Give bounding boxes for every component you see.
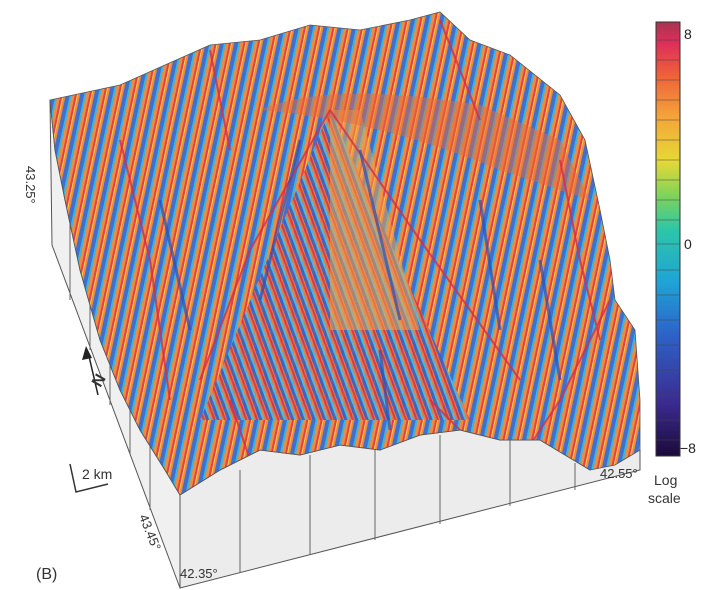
colorbar-tick-mid: 0 <box>684 236 692 252</box>
colorbar-gradient <box>655 21 681 457</box>
lat-label-top: 43.25° <box>23 166 38 204</box>
terrain-surface <box>50 12 640 495</box>
terrain-outline <box>49 11 641 496</box>
colorbar-tick-max: 8 <box>684 26 692 42</box>
colorbar-title-line1: Log <box>654 472 678 488</box>
lon-label-right: 42.55° <box>600 466 638 481</box>
colorbar-title-line2: scale <box>648 490 681 506</box>
colorbar-tick-min: −8 <box>680 440 696 456</box>
lon-label-left: 42.35° <box>180 566 218 581</box>
scale-bar-line <box>69 463 109 493</box>
colorbar <box>655 21 681 457</box>
scale-bar-label: 2 km <box>82 466 113 482</box>
north-arrow <box>82 346 99 396</box>
panel-label: (B) <box>36 566 58 583</box>
